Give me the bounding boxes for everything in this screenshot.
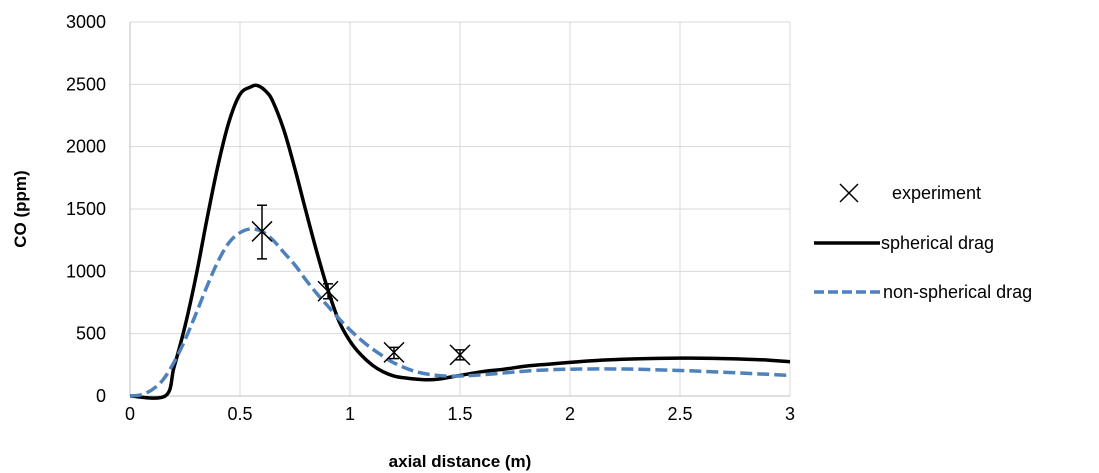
x-axis-title: axial distance (m) <box>389 452 532 471</box>
x-tick-label: 0.5 <box>227 404 252 424</box>
x-tick-label: 1 <box>345 404 355 424</box>
legend-item-non-spherical-drag: non-spherical drag <box>814 282 1032 302</box>
series-layer <box>129 83 791 400</box>
x-tick-label: 2.5 <box>667 404 692 424</box>
x-tick-label: 2 <box>565 404 575 424</box>
y-tick-label: 1500 <box>66 199 106 219</box>
y-tick-label: 1000 <box>66 261 106 281</box>
experiment-point <box>449 344 471 366</box>
x-tick-label: 3 <box>785 404 795 424</box>
legend-label-experiment: experiment <box>892 183 981 203</box>
y-axis-title: CO (ppm) <box>11 170 30 247</box>
x-marker-stroke <box>317 280 339 302</box>
experiment-point <box>383 341 405 363</box>
experiment-point <box>251 204 273 260</box>
y-tick-label: 0 <box>96 386 106 406</box>
legend-label-non-spherical-drag: non-spherical drag <box>883 282 1032 302</box>
legend-x-stroke <box>839 183 859 203</box>
y-tick-label: 500 <box>76 324 106 344</box>
x-marker-stroke <box>383 341 405 363</box>
x-marker-stroke <box>449 344 471 366</box>
y-tick-label: 2500 <box>66 74 106 94</box>
legend-item-experiment: experiment <box>839 183 981 203</box>
experiment-markers <box>251 204 471 366</box>
y-tick-label: 2000 <box>66 137 106 157</box>
x-marker-stroke <box>251 220 273 242</box>
y-tick-label: 3000 <box>66 12 106 32</box>
x-tick-label: 0 <box>125 404 135 424</box>
series-line-spherical-drag <box>129 83 791 400</box>
gridlines <box>129 21 791 397</box>
axes <box>129 22 790 397</box>
legend-label-spherical-drag: spherical drag <box>881 233 994 253</box>
legend-item-spherical-drag: spherical drag <box>814 233 994 253</box>
legend-swatch-experiment <box>839 183 859 203</box>
series-line-non-spherical-drag <box>129 227 791 398</box>
experiment-point <box>317 280 339 302</box>
tick-labels: 0 0.5 1 1.5 2 2.5 3 0 500 1000 1500 2000 2500 3000 <box>66 12 795 424</box>
legend: experiment spherical drag non-spherical … <box>814 183 1032 302</box>
x-tick-label: 1.5 <box>447 404 472 424</box>
